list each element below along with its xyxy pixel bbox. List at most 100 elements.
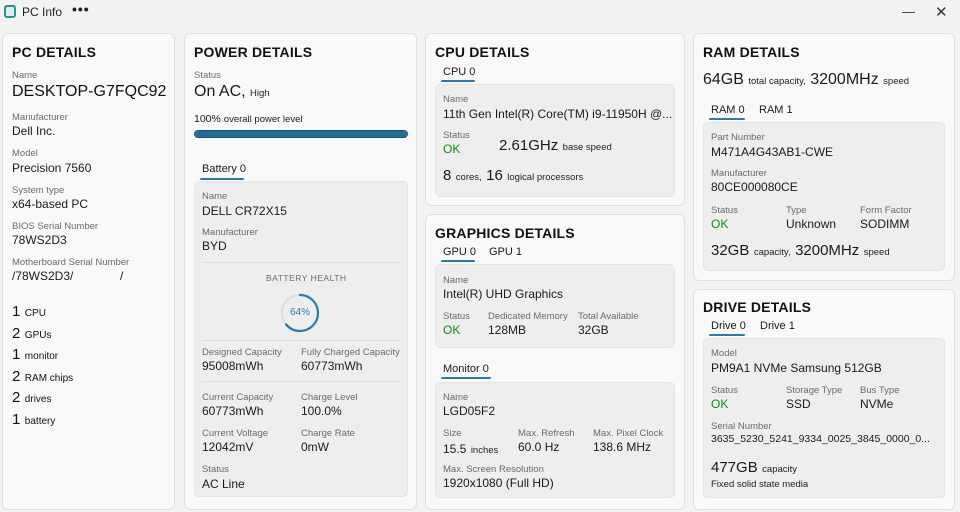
monitor-size-unit: inches xyxy=(470,445,499,456)
ram-form-label: Form Factor xyxy=(860,205,912,216)
ram-mfr-value: 80CE000080CE xyxy=(711,180,798,194)
tab-battery-0-underline xyxy=(200,178,244,180)
monitor-resolution-value: 1920x1080 (Full HD) xyxy=(443,476,554,490)
tab-cpu-0[interactable]: CPU 0 xyxy=(443,66,476,78)
charge-rate-label: Charge Rate xyxy=(301,428,355,439)
power-status: On AC, High xyxy=(194,83,270,101)
tab-ram-0-underline xyxy=(709,118,745,120)
pc-count-drives: 2 drives xyxy=(12,389,51,407)
pc-name-label: Name xyxy=(12,70,38,81)
current-capacity-value: 60773mWh xyxy=(202,404,264,418)
current-voltage-label: Current Voltage xyxy=(202,428,269,439)
monitor-name-label: Name xyxy=(443,392,469,403)
power-level-text: 100% overall power level xyxy=(194,113,302,125)
power-status-mode: High xyxy=(250,88,270,99)
ram-card xyxy=(703,122,945,271)
tab-ram-0[interactable]: RAM 0 xyxy=(711,104,745,116)
cpu-status-value: OK xyxy=(443,142,461,156)
power-level-bar xyxy=(194,130,408,138)
pc-manufacturer-label: Manufacturer xyxy=(12,112,68,123)
pc-details-panel xyxy=(2,33,175,510)
monitor-name-value: LGD05F2 xyxy=(443,404,496,418)
tab-monitor-0[interactable]: Monitor 0 xyxy=(443,363,489,375)
cpu-name-value: 11th Gen Intel(R) Core(TM) i9-11950H @..… xyxy=(443,107,673,121)
tab-drive-0[interactable]: Drive 0 xyxy=(711,320,746,332)
drive-bus-label: Bus Type xyxy=(860,385,900,396)
drive-capacity-value: 477GB xyxy=(711,459,758,476)
cpu-details-heading: CPU DETAILS xyxy=(435,44,530,60)
gpu-total-label: Total Available xyxy=(578,311,639,322)
drive-model-label: Model xyxy=(711,348,737,359)
battery-health-gauge xyxy=(280,293,320,333)
cpu-speed-value: 2.61GHz xyxy=(499,137,559,154)
pc-manufacturer-value: Dell Inc. xyxy=(12,124,56,138)
count-label: battery xyxy=(24,416,56,427)
current-capacity-label: Current Capacity xyxy=(202,392,274,403)
gpu-card xyxy=(435,264,675,348)
battery-separator xyxy=(202,340,400,341)
tab-drive-0-underline xyxy=(709,334,745,336)
gpu-status-value: OK xyxy=(443,323,461,337)
full-capacity-label: Fully Charged Capacity xyxy=(301,347,400,358)
monitor-refresh-label: Max. Refresh xyxy=(518,428,575,439)
power-details-heading: POWER DETAILS xyxy=(194,44,313,60)
tab-gpu-1[interactable]: GPU 1 xyxy=(489,246,523,258)
ram-status-value: OK xyxy=(711,217,729,231)
full-capacity-value: 60773mWh xyxy=(301,359,363,373)
ram-total-caption: total capacity, xyxy=(748,76,806,87)
minimize-button[interactable]: — xyxy=(902,4,915,19)
title-bar: PC Info ••• — ✕ xyxy=(0,0,960,26)
monitor-refresh-value: 60.0 Hz xyxy=(518,440,560,454)
gpu-total-value: 32GB xyxy=(578,323,609,337)
ram-status-label: Status xyxy=(711,205,738,216)
ram-chip-speed-caption: speed xyxy=(863,247,890,258)
drive-status-value: OK xyxy=(711,397,729,411)
pc-mobo-label: Motherboard Serial Number xyxy=(12,257,130,268)
tab-drive-1[interactable]: Drive 1 xyxy=(760,320,795,332)
tab-gpu-0-underline xyxy=(441,260,475,262)
count-number: 2 xyxy=(12,389,21,406)
cpu-speed: 2.61GHz base speed xyxy=(499,137,612,155)
graphics-details-heading: GRAPHICS DETAILS xyxy=(435,225,575,241)
ram-chip-summary: 32GB capacity, 3200MHz speed xyxy=(711,242,890,260)
more-options-button[interactable]: ••• xyxy=(72,1,90,17)
tab-ram-1[interactable]: RAM 1 xyxy=(759,104,793,116)
battery-mfr-value: BYD xyxy=(202,239,227,253)
drive-capacity: 477GB capacity xyxy=(711,459,797,477)
charge-rate-value: 0mW xyxy=(301,440,329,454)
cpu-logical-value: 16 xyxy=(486,167,503,184)
battery-status-label: Status xyxy=(202,464,229,475)
battery-name-label: Name xyxy=(202,191,228,202)
ram-chip-speed-value: 3200MHz xyxy=(795,242,860,259)
pc-system-type-label: System type xyxy=(12,185,65,196)
close-button[interactable]: ✕ xyxy=(935,4,948,21)
battery-separator xyxy=(202,262,400,263)
ram-capacity-caption: capacity, xyxy=(753,247,791,258)
ram-summary: 64GB total capacity, 3200MHz speed xyxy=(703,71,909,89)
count-label: GPUs xyxy=(24,330,52,341)
battery-health-value: 64% xyxy=(289,307,310,318)
count-number: 1 xyxy=(12,346,21,363)
monitor-card xyxy=(435,382,675,498)
battery-separator xyxy=(202,381,400,382)
app-title: PC Info xyxy=(22,5,63,19)
drive-details-heading: DRIVE DETAILS xyxy=(703,299,812,315)
tab-gpu-0[interactable]: GPU 0 xyxy=(443,246,477,258)
count-number: 1 xyxy=(12,411,21,428)
gpu-name-value: Intel(R) UHD Graphics xyxy=(443,287,564,301)
pc-name-value: DESKTOP-G7FQC92 xyxy=(12,83,167,100)
battery-card xyxy=(194,181,408,497)
cpu-name-label: Name xyxy=(443,94,469,105)
pc-count-gpus: 2 GPUs xyxy=(12,325,51,343)
tab-battery-0[interactable]: Battery 0 xyxy=(202,163,247,175)
pc-system-type-value: x64-based PC xyxy=(12,197,89,211)
designed-capacity-label: Designed Capacity xyxy=(202,347,282,358)
designed-capacity-value: 95008mWh xyxy=(202,359,264,373)
monitor-size: 15.5 inches xyxy=(443,440,498,458)
gpu-vram-value: 128MB xyxy=(488,323,527,337)
power-level-caption: overall power level xyxy=(223,114,303,125)
charge-level-label: Charge Level xyxy=(301,392,358,403)
pc-count-battery: 1 battery xyxy=(12,411,55,429)
charge-level-value: 100.0% xyxy=(301,404,342,418)
ram-capacity-value: 32GB xyxy=(711,242,750,259)
